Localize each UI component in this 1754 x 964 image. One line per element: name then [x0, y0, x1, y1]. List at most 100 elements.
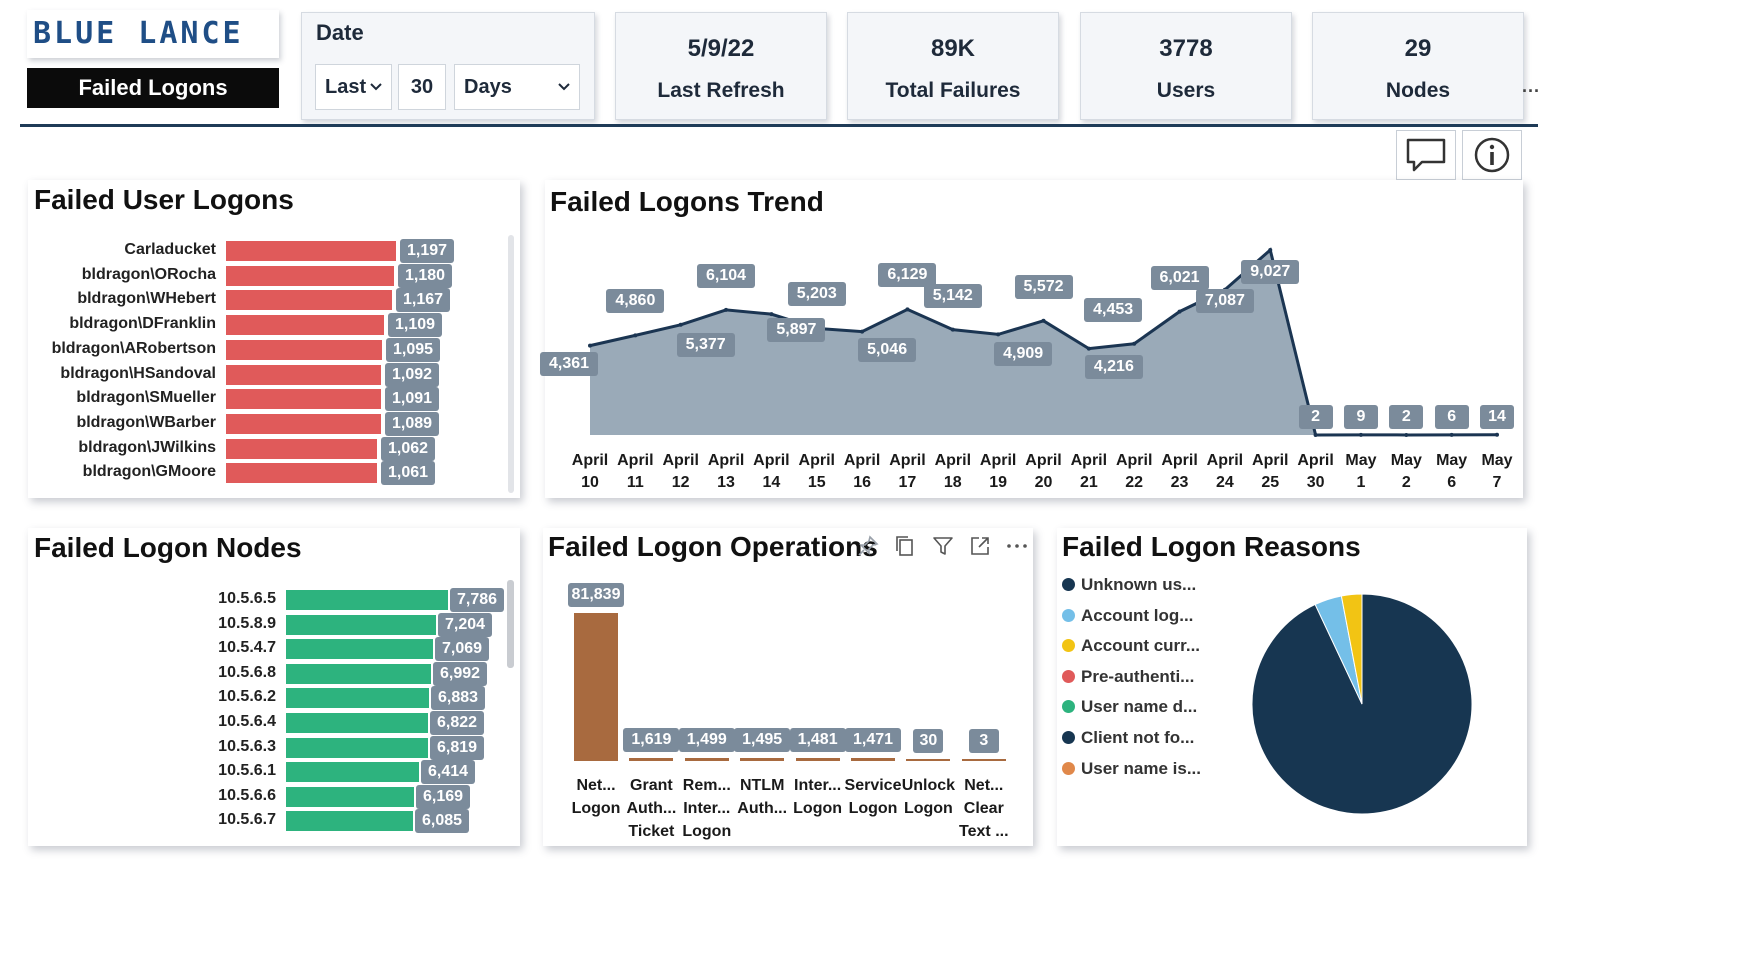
- trend-point[interactable]: [950, 327, 955, 332]
- trend-point[interactable]: [633, 333, 638, 338]
- trend-x-label-month: April: [707, 452, 745, 469]
- trend-x-label: May 7: [1467, 450, 1527, 494]
- operation-bar[interactable]: [795, 758, 840, 761]
- user-row-label: bldragon\HSandoval: [60, 364, 216, 382]
- trend-point[interactable]: [905, 307, 910, 312]
- node-bar[interactable]: [286, 811, 413, 832]
- more-options-button[interactable]: ...: [1522, 76, 1541, 96]
- trend-point[interactable]: [724, 307, 729, 312]
- trend-point[interactable]: [1268, 248, 1273, 252]
- node-row-label: 10.5.6.4: [218, 713, 276, 730]
- node-bar[interactable]: [286, 713, 428, 733]
- trend-point[interactable]: [1041, 318, 1046, 323]
- node-bar[interactable]: [286, 737, 428, 758]
- user-bar[interactable]: [226, 265, 394, 286]
- date-unit-select[interactable]: Days: [454, 64, 580, 110]
- trend-point[interactable]: [769, 312, 774, 317]
- node-bar[interactable]: [286, 663, 431, 684]
- trend-x-label-day: 25: [1261, 474, 1280, 491]
- trend-point[interactable]: [860, 329, 865, 334]
- user-bar[interactable]: [226, 438, 377, 459]
- node-bar[interactable]: [286, 688, 429, 709]
- info-button[interactable]: [1462, 130, 1522, 180]
- trend-point[interactable]: [1086, 346, 1091, 351]
- comment-button[interactable]: [1396, 130, 1456, 180]
- trend-x-label: April 21: [1059, 450, 1119, 494]
- node-bar[interactable]: [286, 614, 436, 635]
- operation-bar[interactable]: [961, 759, 1006, 761]
- node-row-label: 10.5.6.7: [218, 811, 276, 829]
- operation-value-label: 1,619: [623, 728, 680, 752]
- copy-icon[interactable]: [893, 534, 917, 563]
- legend-item[interactable]: Account log...: [1062, 604, 1193, 628]
- operation-x-label: Inter... Logon: [787, 774, 849, 820]
- trend-point[interactable]: [1358, 432, 1363, 437]
- user-bar[interactable]: [226, 364, 381, 385]
- more-options-icon[interactable]: [1005, 534, 1029, 563]
- trend-data-label: 4,361: [540, 351, 598, 376]
- date-filter-title: Date: [316, 20, 364, 45]
- trend-x-label: April 24: [1195, 450, 1255, 494]
- operation-bar[interactable]: [740, 758, 785, 761]
- trend-x-label-day: 14: [762, 474, 781, 491]
- node-bar[interactable]: [286, 786, 414, 807]
- node-bar[interactable]: [286, 639, 433, 660]
- failed-logon-operations-card[interactable]: [543, 528, 1033, 846]
- filter-icon[interactable]: [931, 534, 955, 563]
- trend-point[interactable]: [1495, 432, 1499, 437]
- legend-item[interactable]: Pre-authenti...: [1062, 665, 1194, 689]
- operation-value-label: 3: [968, 729, 999, 753]
- user-list-scrollbar[interactable]: [508, 235, 514, 493]
- legend-label: Pre-authenti...: [1081, 666, 1195, 686]
- operation-bar[interactable]: [906, 759, 951, 761]
- page-label[interactable]: Failed Logons: [27, 68, 279, 108]
- trend-x-label-month: April: [798, 452, 835, 469]
- date-mode-select[interactable]: Last: [315, 64, 392, 110]
- legend-item[interactable]: Unknown us...: [1062, 573, 1196, 597]
- legend-item[interactable]: Account curr...: [1062, 634, 1200, 658]
- nodes-scrollbar[interactable]: [507, 580, 514, 668]
- node-value-label: 6,414: [421, 760, 475, 785]
- legend-item[interactable]: User name d...: [1062, 695, 1197, 719]
- trend-data-label: 4,453: [1084, 297, 1143, 322]
- user-bar[interactable]: [226, 413, 381, 434]
- trend-x-label-month: May: [1345, 452, 1377, 469]
- operation-x-label-line: Grant: [630, 777, 673, 794]
- date-amount-input[interactable]: 30: [398, 64, 446, 110]
- pie-slice[interactable]: [1340, 593, 1363, 705]
- operation-bar[interactable]: [574, 613, 618, 761]
- operation-x-label: Grant Auth... Ticket: [620, 774, 682, 843]
- trend-point[interactable]: [678, 322, 683, 327]
- operation-bar[interactable]: [851, 758, 895, 761]
- legend-item[interactable]: Client not fo...: [1062, 726, 1194, 750]
- trend-point[interactable]: [996, 332, 1001, 337]
- user-bar[interactable]: [226, 463, 377, 484]
- node-value-label: 6,169: [416, 784, 470, 809]
- trend-x-label: April 30: [1286, 450, 1346, 494]
- operation-value-label: 81,839: [568, 583, 624, 607]
- trend-point[interactable]: [588, 343, 592, 348]
- trend-point[interactable]: [1449, 432, 1454, 437]
- legend-item[interactable]: User name is...: [1062, 757, 1201, 781]
- trend-point[interactable]: [1313, 432, 1318, 437]
- node-bar[interactable]: [286, 762, 419, 783]
- operation-bar[interactable]: [629, 758, 674, 761]
- trend-point[interactable]: [1404, 432, 1409, 437]
- focus-mode-icon[interactable]: [968, 534, 992, 563]
- user-bar[interactable]: [226, 241, 396, 261]
- trend-point[interactable]: [1177, 309, 1182, 314]
- legend-label: Client not fo...: [1081, 728, 1195, 747]
- trend-point[interactable]: [1132, 341, 1137, 346]
- user-bar[interactable]: [226, 339, 382, 360]
- operation-x-label-line: Unlock: [901, 777, 956, 794]
- user-bar[interactable]: [226, 315, 384, 336]
- node-bar[interactable]: [286, 590, 448, 610]
- pin-icon[interactable]: [856, 534, 880, 563]
- trend-x-label-month: May: [1390, 452, 1422, 469]
- user-bar[interactable]: [226, 290, 392, 311]
- trend-x-label-month: April: [617, 452, 654, 469]
- trend-x-label-day: 13: [717, 474, 735, 491]
- user-bar[interactable]: [226, 389, 381, 410]
- operation-bar[interactable]: [684, 758, 729, 761]
- trend-data-label: 9: [1343, 405, 1378, 429]
